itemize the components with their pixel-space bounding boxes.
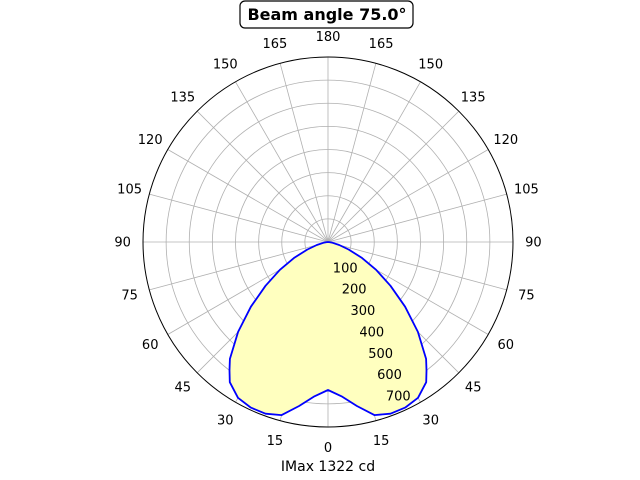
theta-tick-label: 120 <box>138 133 163 148</box>
radial-tick-labels: 100 200 300 400 500 600 700 <box>333 261 411 404</box>
theta-tick-label: 165 <box>369 37 394 52</box>
title-text: Beam angle 75.0° <box>247 5 406 24</box>
theta-tick-labels: 0 15 30 45 60 75 90 105 120 135 150 165 180 165 150 135… <box>114 30 541 456</box>
polar-frame <box>142 56 514 428</box>
theta-tick-label: 180 <box>316 30 341 45</box>
theta-tick-label: 90 <box>525 236 542 251</box>
r-tick-label: 100 <box>333 261 358 276</box>
theta-tick-label: 45 <box>175 381 192 396</box>
theta-tick-label: 135 <box>170 90 195 105</box>
plot-area <box>228 241 428 416</box>
theta-tick-label: 120 <box>493 133 518 148</box>
theta-tick-label: 30 <box>422 413 439 428</box>
title-box <box>239 0 414 29</box>
theta-tick-label: 45 <box>465 381 482 396</box>
r-tick-label: 700 <box>386 390 411 405</box>
r-gridline <box>165 79 491 405</box>
series-line <box>228 241 428 416</box>
theta-tick-label: 60 <box>498 338 515 353</box>
theta-tick-label: 105 <box>514 182 539 197</box>
theta-tick-label: 60 <box>142 338 159 353</box>
theta-tick-label: 75 <box>518 289 535 304</box>
theta-tick-label: 165 <box>262 37 287 52</box>
theta-tick-label: 105 <box>117 182 142 197</box>
r-tick-label: 400 <box>359 326 384 341</box>
theta-tick-label: 30 <box>217 413 234 428</box>
r-tick-label: 300 <box>351 304 376 319</box>
theta-tick-label: 150 <box>213 58 238 73</box>
r-tick-label: 600 <box>377 368 402 383</box>
theta-tick-label: 75 <box>121 289 138 304</box>
theta-tick-label: 15 <box>373 434 390 449</box>
theta-tick-label: 135 <box>461 90 486 105</box>
r-tick-label: 500 <box>368 347 393 362</box>
chart-title: Beam angle 75.0° <box>239 0 414 29</box>
x-axis-label: IMax 1322 cd <box>281 459 375 475</box>
theta-tick-label: 150 <box>418 58 443 73</box>
theta-tick-label: 90 <box>114 236 131 251</box>
theta-tick-label: 0 <box>324 441 332 456</box>
theta-tick-label: 15 <box>267 434 284 449</box>
series-fill <box>229 242 427 416</box>
r-tick-label: 200 <box>342 283 367 298</box>
